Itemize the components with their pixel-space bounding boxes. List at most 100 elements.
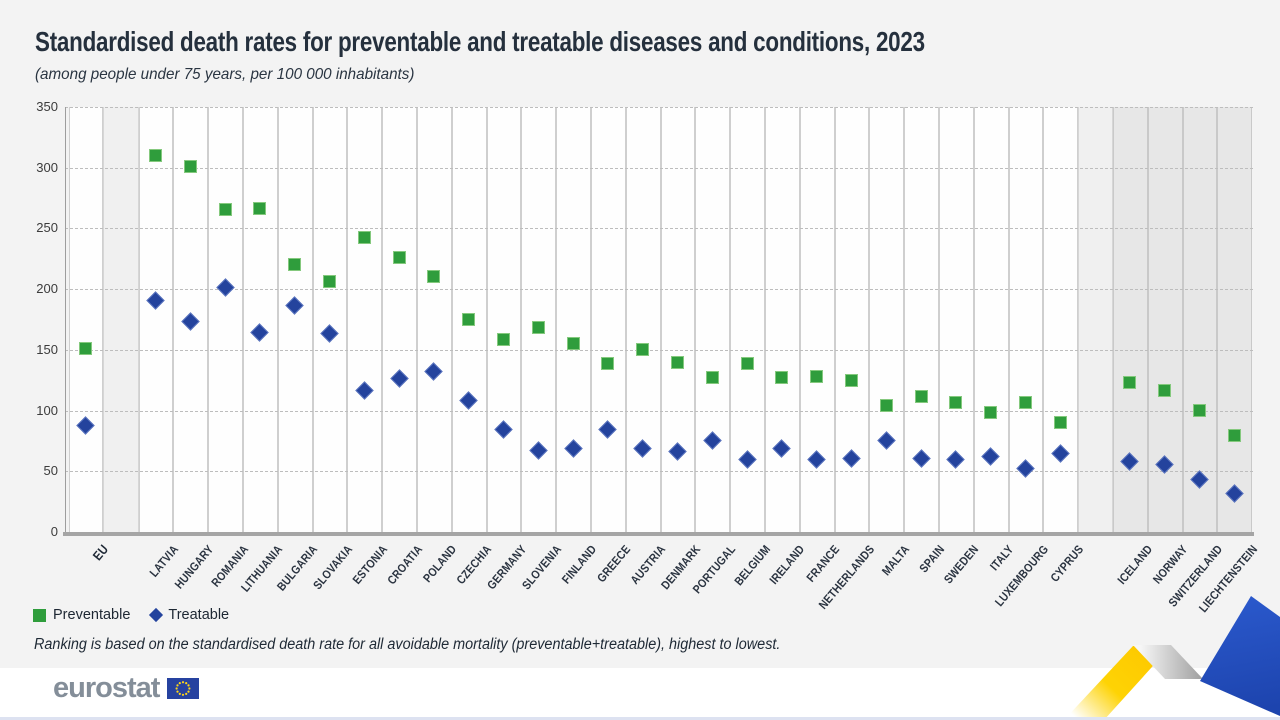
y-tick-label-100: 100 bbox=[36, 402, 58, 418]
ribbon-yellow-band bbox=[1064, 646, 1171, 720]
column-band-switzerland bbox=[1182, 107, 1218, 532]
marker-preventable-hungary bbox=[183, 159, 197, 173]
column-band-sweden bbox=[939, 107, 974, 532]
gridline-150 bbox=[65, 349, 1253, 351]
marker-preventable-italy bbox=[984, 406, 998, 419]
treatable-legend-swatch-icon bbox=[149, 607, 164, 623]
column-band-greece bbox=[591, 107, 626, 532]
marker-preventable-poland bbox=[427, 270, 441, 283]
eu-flag-icon bbox=[167, 678, 200, 699]
eurostat-logo-text: eurostat bbox=[53, 672, 160, 704]
marker-preventable-lithuania bbox=[253, 202, 267, 215]
column-band-eu bbox=[68, 107, 104, 532]
x-label-text: EU bbox=[89, 541, 112, 564]
column-band-lithuania bbox=[243, 107, 278, 532]
marker-preventable-norway bbox=[1158, 384, 1172, 398]
column-band-netherlands bbox=[834, 107, 870, 532]
x-label-text: SPAIN bbox=[916, 542, 947, 576]
gridline-50 bbox=[65, 471, 1253, 473]
y-tick-label-0: 0 bbox=[50, 524, 58, 539]
column-band-croatia bbox=[382, 107, 417, 532]
marker-preventable-eu bbox=[79, 341, 92, 355]
marker-preventable-romania bbox=[218, 203, 232, 217]
column-band-latvia bbox=[138, 107, 174, 532]
marker-preventable-austria bbox=[636, 342, 650, 356]
marker-preventable-bulgaria bbox=[288, 257, 302, 271]
chart-legend: Preventable Treatable bbox=[33, 607, 229, 623]
marker-preventable-czechia bbox=[462, 312, 476, 326]
y-tick-label-200: 200 bbox=[36, 281, 58, 297]
x-label-text: MALTA bbox=[878, 542, 913, 579]
eurostat-ribbon-graphic bbox=[1064, 596, 1280, 720]
marker-preventable-estonia bbox=[357, 231, 371, 245]
bottom-edge-line bbox=[0, 717, 1280, 720]
x-label-text: SWEDEN bbox=[941, 542, 982, 587]
marker-preventable-netherlands bbox=[845, 374, 858, 388]
gridline-100 bbox=[65, 410, 1253, 412]
y-tick-label-150: 150 bbox=[36, 341, 58, 357]
marker-preventable-luxembourg bbox=[1019, 396, 1032, 410]
column-band-france bbox=[799, 107, 835, 532]
marker-preventable-switzerland bbox=[1193, 403, 1206, 417]
marker-preventable-denmark bbox=[671, 356, 684, 370]
page-title: Standardised death rates for preventable… bbox=[35, 26, 1147, 58]
marker-preventable-finland bbox=[566, 336, 580, 350]
x-axis-line bbox=[63, 532, 1254, 536]
marker-preventable-liechtenstein bbox=[1227, 429, 1241, 443]
marker-preventable-spain bbox=[914, 390, 928, 404]
y-tick-label-350: 350 bbox=[36, 99, 58, 114]
marker-preventable-slovakia bbox=[323, 274, 336, 288]
ribbon-fold bbox=[1133, 645, 1203, 679]
column-band-spain bbox=[904, 107, 939, 532]
marker-preventable-portugal bbox=[705, 370, 719, 384]
marker-preventable-latvia bbox=[149, 148, 162, 162]
legend-label-treatable: Treatable bbox=[168, 607, 230, 623]
column-band-estonia bbox=[347, 107, 383, 532]
column-band-portugal bbox=[695, 107, 731, 532]
column-band-bulgaria bbox=[277, 107, 313, 532]
gridline-200 bbox=[65, 289, 1253, 291]
marker-preventable-iceland bbox=[1123, 375, 1137, 389]
column-band-malta bbox=[869, 107, 905, 532]
gridline-350 bbox=[65, 107, 1253, 108]
marker-preventable-germany bbox=[497, 333, 510, 347]
marker-preventable-ireland bbox=[775, 370, 789, 384]
preventable-legend-swatch-icon bbox=[33, 608, 46, 622]
marker-preventable-slovenia bbox=[531, 321, 545, 334]
column-band-cyprus bbox=[1043, 107, 1079, 532]
marker-preventable-sweden bbox=[949, 396, 963, 410]
column-band-slovenia bbox=[521, 107, 557, 532]
marker-preventable-belgium bbox=[740, 357, 754, 371]
column-band-poland bbox=[417, 107, 452, 532]
column-band-slovakia bbox=[312, 107, 348, 532]
column-gap-band bbox=[103, 107, 139, 532]
eurostat-logo: eurostat bbox=[53, 672, 200, 704]
marker-preventable-cyprus bbox=[1053, 415, 1067, 429]
footer-strip bbox=[0, 668, 1280, 720]
column-band-denmark bbox=[660, 107, 696, 532]
page-subtitle: (among people under 75 years, per 100 00… bbox=[35, 66, 415, 83]
gridline-300 bbox=[65, 167, 1253, 169]
column-band-romania bbox=[208, 107, 243, 532]
y-tick-label-300: 300 bbox=[36, 159, 58, 175]
x-label-text: ITALY bbox=[987, 542, 1017, 574]
ranking-footnote: Ranking is based on the standardised dea… bbox=[34, 636, 781, 653]
x-label-eu: EU bbox=[87, 541, 113, 567]
column-band-liechtenstein bbox=[1217, 107, 1253, 532]
column-band-italy bbox=[973, 107, 1009, 532]
marker-preventable-malta bbox=[879, 398, 893, 412]
marker-preventable-croatia bbox=[392, 250, 406, 264]
marker-preventable-france bbox=[810, 369, 824, 383]
column-band-ireland bbox=[765, 107, 800, 532]
y-axis-line bbox=[65, 107, 66, 532]
y-tick-label-50: 50 bbox=[43, 463, 58, 479]
column-band-finland bbox=[556, 107, 591, 532]
marker-preventable-greece bbox=[601, 357, 615, 371]
page-title-text: Standardised death rates for preventable… bbox=[35, 26, 925, 57]
column-band-austria bbox=[625, 107, 661, 532]
x-label-malta: MALTA bbox=[873, 541, 913, 584]
legend-label-preventable: Preventable bbox=[53, 607, 131, 623]
column-gap-band bbox=[1078, 107, 1114, 532]
gridline-250 bbox=[65, 228, 1253, 230]
